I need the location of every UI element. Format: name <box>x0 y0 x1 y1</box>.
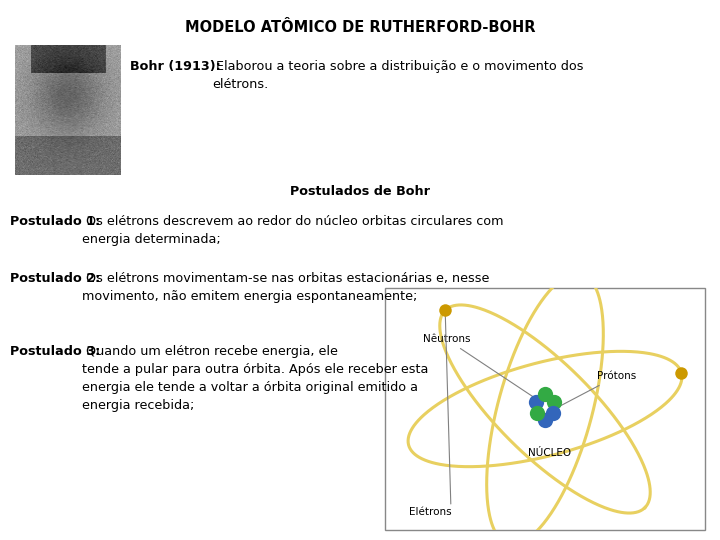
Text: Postulado 1:: Postulado 1: <box>10 215 100 228</box>
Text: Nêutrons: Nêutrons <box>423 334 538 400</box>
Text: Os elétrons descrevem ao redor do núcleo orbitas circulares com
energia determin: Os elétrons descrevem ao redor do núcleo… <box>82 215 503 246</box>
Bar <box>385 288 705 530</box>
Text: Os elétrons movimentam-se nas orbitas estacionárias e, nesse
movimento, não emit: Os elétrons movimentam-se nas orbitas es… <box>82 272 490 303</box>
Text: Elaborou a teoria sobre a distribuição e o movimento dos
elétrons.: Elaborou a teoria sobre a distribuição e… <box>212 60 583 91</box>
Text: Bohr (1913):: Bohr (1913): <box>130 60 221 73</box>
Text: Postulado 2:: Postulado 2: <box>10 272 100 285</box>
Text: Postulados de Bohr: Postulados de Bohr <box>290 185 430 198</box>
Text: Prótons: Prótons <box>557 372 636 408</box>
Text: Elétrons: Elétrons <box>408 507 451 517</box>
Text: NÚCLEO: NÚCLEO <box>528 448 571 458</box>
Text: Postulado 3:: Postulado 3: <box>10 345 100 358</box>
Text: MODELO ATÔMICO DE RUTHERFORD-BOHR: MODELO ATÔMICO DE RUTHERFORD-BOHR <box>185 21 535 36</box>
Text: Quando um elétron recebe energia, ele
tende a pular para outra órbita. Após ele : Quando um elétron recebe energia, ele te… <box>82 345 428 412</box>
